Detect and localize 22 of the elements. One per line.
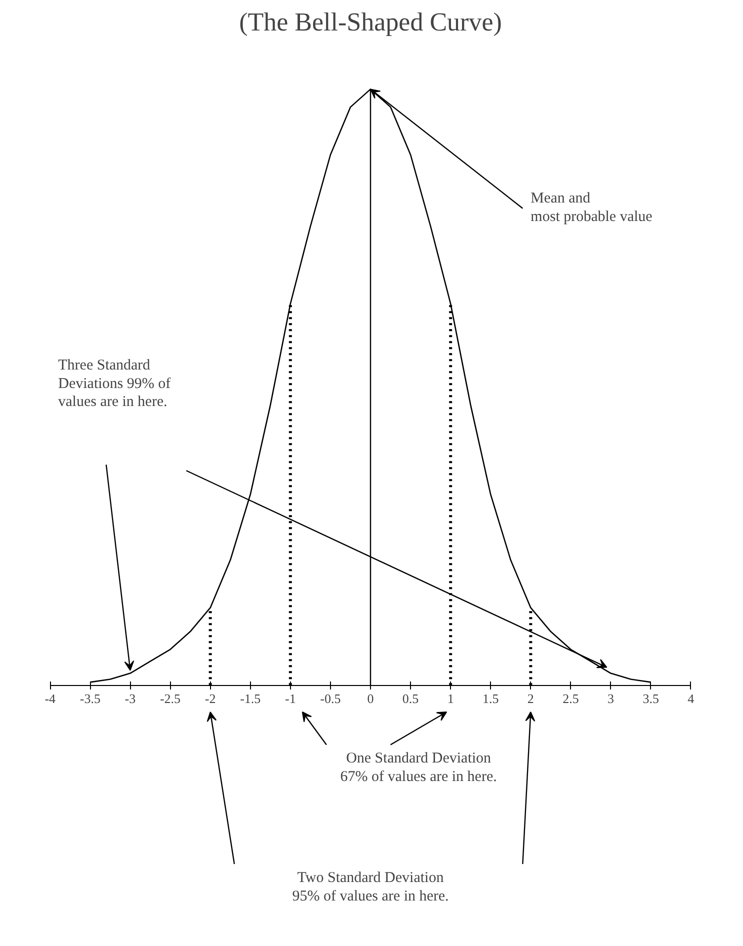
x-tick-label: -2 xyxy=(204,691,216,706)
x-tick-label: 2 xyxy=(527,691,534,706)
x-tick-label: 0.5 xyxy=(402,691,419,706)
x-tick-label: 3.5 xyxy=(642,691,659,706)
text: One Standard Deviation 67% of values are in here. xyxy=(340,750,497,786)
x-tick-label: -3 xyxy=(124,691,136,706)
x-tick-label: -0.5 xyxy=(320,691,341,706)
annotation: Mean and most probable value xyxy=(530,190,653,225)
text: Two Standard Deviation 95% of values are in here. xyxy=(292,870,449,904)
x-tick-label: 3 xyxy=(608,691,614,706)
annotation: Three Standard Deviations 99% of values are in here. xyxy=(58,357,171,410)
x-tick-label: 1 xyxy=(447,691,454,706)
x-tick-label: -2.5 xyxy=(160,691,181,706)
x-tick-label: 0 xyxy=(367,691,374,706)
x-tick-label: 1.5 xyxy=(482,691,499,706)
chart-title: (The Bell-Shaped Curve) xyxy=(239,8,502,36)
x-tick-label: 2.5 xyxy=(562,691,579,706)
x-tick-label: -3.5 xyxy=(80,691,100,706)
x-tick-label: -4 xyxy=(44,691,56,706)
x-tick-label: -1 xyxy=(284,691,296,706)
x-tick-label: 4 xyxy=(688,691,695,706)
x-tick-label: -1.5 xyxy=(240,691,261,706)
